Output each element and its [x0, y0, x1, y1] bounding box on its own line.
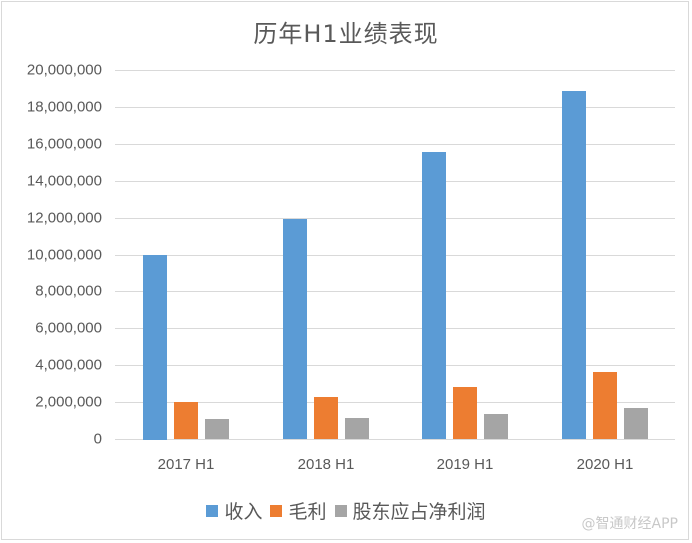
bar	[484, 414, 508, 439]
gridline	[115, 255, 675, 256]
y-axis-tick-label: 2,000,000	[35, 393, 102, 411]
y-axis-tick-label: 8,000,000	[35, 282, 102, 300]
gridline	[115, 402, 675, 403]
x-axis-tick-label: 2020 H1	[576, 456, 634, 473]
y-axis-tick-label: 14,000,000	[26, 172, 102, 190]
bar	[624, 408, 648, 439]
watermark: @智通财经APP	[581, 516, 678, 532]
x-axis-tick-label: 2017 H1	[157, 456, 215, 473]
y-axis-tick-label: 12,000,000	[26, 209, 102, 227]
bar	[562, 91, 586, 439]
bar	[314, 397, 338, 439]
legend-swatch-gross-profit	[270, 504, 283, 517]
gridline	[115, 218, 675, 219]
gridline	[115, 107, 675, 108]
y-axis-tick-label: 4,000,000	[35, 356, 102, 374]
y-axis-tick-label: 18,000,000	[26, 98, 102, 116]
legend-item-revenue: 收入	[206, 497, 262, 524]
bar	[345, 418, 369, 439]
gridline	[115, 70, 675, 71]
legend-swatch-net-profit	[334, 504, 347, 517]
bar	[283, 219, 307, 439]
gridline	[115, 365, 675, 366]
bar	[205, 419, 229, 439]
gridline	[115, 291, 675, 292]
gridline	[115, 439, 675, 440]
y-axis-tick-label: 20,000,000	[26, 61, 102, 79]
legend-label-net-profit: 股东应占净利润	[352, 501, 486, 523]
legend-swatch-revenue	[206, 504, 219, 517]
legend-item-gross-profit: 毛利	[270, 497, 327, 524]
x-axis-tick-label: 2018 H1	[297, 456, 355, 473]
bar	[422, 152, 446, 439]
bar	[174, 402, 198, 439]
legend-label-gross-profit: 毛利	[288, 501, 327, 523]
bar	[453, 387, 477, 439]
chart-title: 历年H1业绩表现	[253, 20, 439, 48]
gridline	[115, 328, 675, 329]
x-axis-tick-label: 2019 H1	[436, 456, 494, 473]
legend: 收入 毛利 股东应占净利润	[0, 497, 692, 524]
gridline	[115, 144, 675, 145]
gridline	[115, 181, 675, 182]
y-axis-tick-label: 6,000,000	[35, 319, 102, 337]
y-axis-tick-label: 0	[93, 430, 102, 448]
y-axis-tick-label: 16,000,000	[26, 135, 102, 153]
y-axis-tick-label: 10,000,000	[26, 246, 102, 264]
legend-label-revenue: 收入	[224, 501, 263, 523]
bar	[593, 372, 617, 439]
legend-item-net-profit: 股东应占净利润	[334, 497, 486, 524]
bar	[143, 255, 167, 440]
